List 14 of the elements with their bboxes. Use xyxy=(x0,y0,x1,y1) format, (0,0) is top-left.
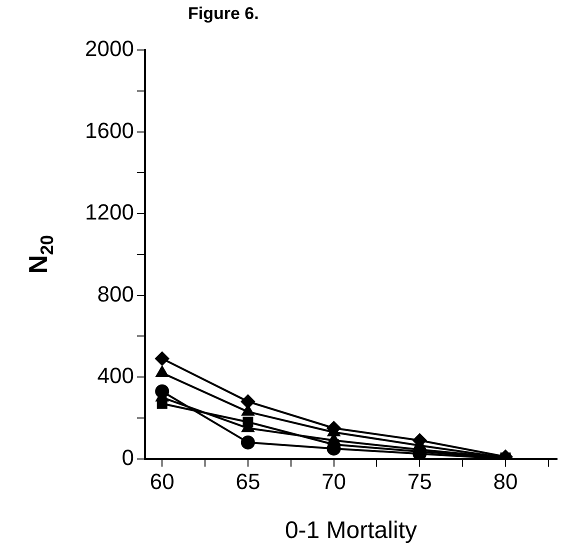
y-axis-title: N20 xyxy=(23,234,57,274)
y-tick-label: 800 xyxy=(97,281,134,306)
x-tick-label: 70 xyxy=(322,469,346,494)
x-tick-label: 60 xyxy=(150,469,174,494)
y-tick-label: 2000 xyxy=(84,36,134,62)
y-tick-label: 400 xyxy=(97,363,134,388)
y-tick-label: 1600 xyxy=(84,118,134,143)
x-tick-label: 75 xyxy=(407,469,432,494)
y-tick-label: 1200 xyxy=(84,200,134,225)
y-tick-label: 0 xyxy=(122,444,134,470)
x-tick-label: 80 xyxy=(493,469,518,494)
chart-title: Figure 6. xyxy=(188,4,259,24)
x-axis-title: 0-1 Mortality xyxy=(284,517,417,544)
x-tick-label: 65 xyxy=(236,469,260,494)
